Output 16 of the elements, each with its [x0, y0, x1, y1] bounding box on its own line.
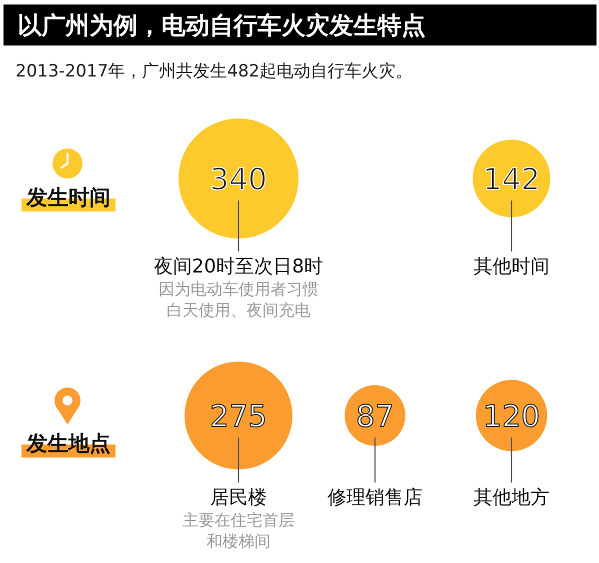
text: 2013-2017年，广州共发生482起电动自行车火灾。: [16, 62, 413, 82]
data-label: 120: [482, 400, 540, 435]
text: 因为电动车使用者习惯: [158, 280, 318, 298]
text: 白天使用、夜间充电: [166, 300, 310, 320]
category-label: 居民楼: [210, 486, 267, 508]
text: 主要在住宅首层: [182, 510, 294, 530]
text: 和楼梯间: [206, 531, 270, 550]
text: 以广州为例，电动自行车火灾发生特点: [18, 12, 426, 40]
data-label: 87: [356, 400, 394, 435]
data-label: 142: [482, 162, 540, 198]
data-label: 340: [210, 162, 268, 198]
category-label: 其他时间: [474, 256, 550, 278]
category-label: 修理销售店: [328, 486, 422, 508]
category-label: 其他地方: [474, 486, 550, 508]
category-label: 夜间20时至次日8时: [154, 256, 324, 278]
data-label: 275: [210, 400, 268, 435]
